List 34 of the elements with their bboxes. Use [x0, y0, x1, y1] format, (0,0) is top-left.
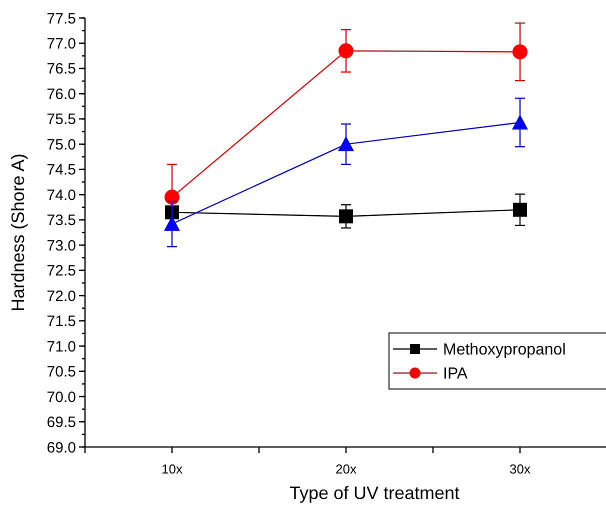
y-tick-label: 69.5 — [46, 414, 76, 432]
y-tick-label: 77.5 — [46, 10, 76, 28]
y-tick-label: 76.5 — [46, 60, 76, 78]
y-tick-label: 75.5 — [46, 111, 76, 128]
x-tick-label: 10x — [162, 462, 183, 477]
y-tick-label: 75.0 — [46, 136, 76, 154]
y-tick-label: 71.0 — [46, 338, 76, 356]
y-axis-title: Hardness (Shore A) — [8, 153, 28, 312]
y-tick-label: 74.0 — [46, 186, 76, 204]
y-tick-label: 70.0 — [46, 388, 76, 406]
y-tick-label: 73.0 — [46, 237, 76, 254]
y-tick-label: 72.5 — [46, 262, 76, 280]
point — [338, 136, 354, 152]
point — [512, 44, 528, 60]
y-tick-label: 71.5 — [46, 313, 76, 330]
y-tick-label: 76.0 — [46, 86, 76, 103]
legend-label: Methoxypropanol — [443, 342, 566, 359]
point — [513, 202, 527, 217]
x-axis-title: Type of UV treatment — [289, 483, 460, 503]
point — [165, 205, 179, 220]
point — [338, 43, 354, 58]
y-tick-label: 72.0 — [46, 288, 76, 305]
y-tick-label: 70.5 — [46, 364, 76, 381]
y-tick-label: 77.0 — [46, 35, 76, 52]
y-tick-label: 74.5 — [46, 162, 76, 179]
point — [512, 114, 528, 130]
point — [164, 190, 180, 205]
x-tick-label: 30x — [510, 462, 531, 477]
point — [339, 209, 353, 224]
y-tick-label: 73.5 — [46, 212, 76, 230]
legend-label: IPA — [443, 366, 468, 383]
x-tick-label: 20x — [336, 462, 357, 477]
y-tick-label: 69.0 — [46, 439, 76, 456]
point — [164, 216, 180, 231]
